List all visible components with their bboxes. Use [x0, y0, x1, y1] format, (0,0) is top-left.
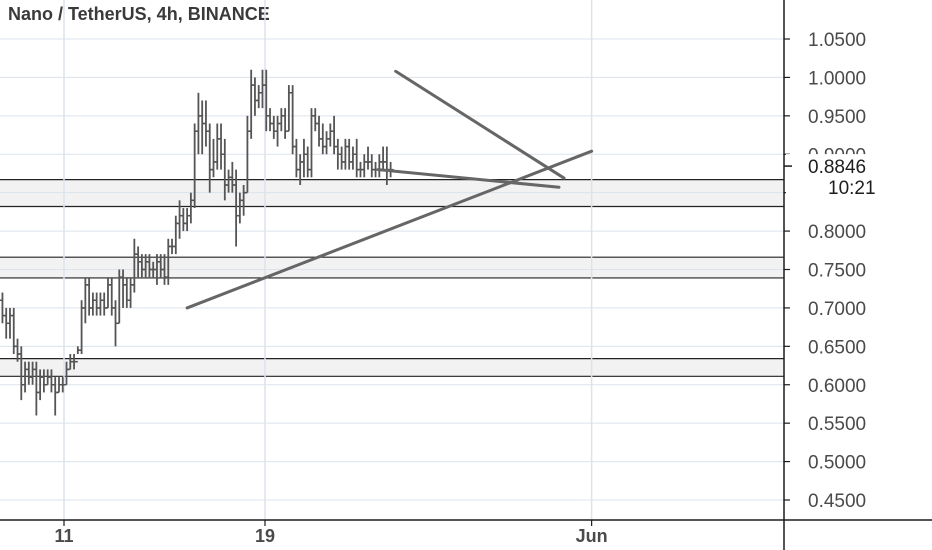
price-tick-label: 1.0000: [808, 68, 866, 89]
ohlc-bar: [316, 115, 323, 147]
price-tick-label: 0.6000: [808, 376, 866, 397]
zone-fill: [0, 257, 784, 278]
price-tick-label: 0.6500: [808, 337, 866, 358]
ohlc-bar: [300, 138, 307, 178]
ohlc-bar: [263, 69, 270, 132]
price-tick-label: 0.7000: [808, 299, 866, 320]
price-tick-label: 0.5000: [808, 453, 866, 474]
ohlc-bar: [108, 277, 115, 316]
ohlc-bar: [312, 108, 319, 132]
ohlc-bar: [376, 154, 383, 178]
ohlc-bar: [319, 123, 326, 155]
ohlc-bar: [214, 123, 221, 170]
chart-title: Nano / TetherUS, 4h, BINANCE: [8, 4, 270, 24]
ohlc-bar: [255, 85, 262, 109]
price-tick-label: 1.0500: [808, 30, 866, 51]
zone-fill: [0, 358, 784, 377]
ohlc-bar: [202, 100, 209, 147]
ohlc-bar: [289, 85, 296, 155]
ohlc-bar: [365, 146, 372, 170]
ohlc-bar: [349, 146, 356, 170]
price-tick-label: 0.5500: [808, 414, 866, 435]
last-price-label: 0.8846: [808, 157, 866, 178]
price-axis[interactable]: 1.05001.00000.95000.90000.85000.80000.75…: [783, 0, 866, 550]
ohlc-bar: [86, 277, 93, 316]
price-tick-label: 0.9500: [808, 107, 866, 128]
ohlc-bar: [101, 292, 108, 316]
ohlc-bar: [195, 92, 202, 155]
ohlc-bar: [218, 123, 225, 170]
ohlc-bar: [97, 292, 104, 316]
ohlc-bar: [270, 115, 277, 139]
ohlc-bar: [82, 277, 89, 324]
ohlc-bar: [323, 131, 330, 155]
ohlc-bar: [304, 146, 311, 178]
ohlc-bar: [380, 146, 387, 170]
ohlc-bar: [327, 123, 334, 147]
ohlc-bar: [6, 307, 13, 339]
ohlc-bar: [251, 77, 258, 116]
ohlc-bar: [172, 215, 179, 255]
ohlc-bar: [52, 377, 59, 416]
ohlc-bar: [368, 154, 375, 178]
time-tick-label: Jun: [576, 526, 608, 546]
price-box: [786, 154, 926, 201]
grid-lines: [0, 0, 784, 520]
ohlc-bar: [308, 108, 315, 178]
time-axis[interactable]: 11 19 Jun: [0, 519, 932, 546]
ohlc-bars: [0, 69, 394, 416]
ohlc-bar: [93, 292, 100, 316]
ohlc-bar: [285, 85, 292, 132]
ohlc-bar: [184, 208, 191, 232]
ohlc-bar: [127, 277, 134, 308]
bar-countdown-label: 10:21: [828, 178, 876, 199]
ohlc-bar: [331, 115, 338, 155]
price-tick-label: 0.8000: [808, 222, 866, 243]
ohlc-bar: [293, 138, 300, 178]
ohlc-bar: [361, 154, 368, 178]
ohlc-bar: [0, 299, 2, 301]
ohlc-bar: [274, 115, 281, 147]
ohlc-bar: [210, 138, 217, 178]
trendline: [394, 69, 566, 180]
ohlc-bar: [104, 277, 111, 309]
time-tick-label: 11: [54, 526, 73, 546]
ohlc-bar: [353, 138, 360, 178]
ohlc-bar: [89, 292, 96, 316]
price-tick-label: 0.4500: [808, 491, 866, 512]
time-tick-label: 19: [255, 526, 275, 546]
ohlc-bar: [267, 108, 274, 132]
ohlc-bar: [248, 69, 255, 139]
trendline: [185, 149, 594, 310]
trendline: [376, 168, 561, 189]
ohlc-bar: [338, 146, 345, 170]
ohlc-bar: [123, 277, 130, 308]
price-tick-label: 0.7500: [808, 261, 866, 282]
ohlc-bar: [282, 108, 289, 139]
ohlc-bar: [199, 100, 206, 155]
ohlc-bar: [278, 108, 285, 132]
ohlc-bar: [10, 307, 17, 355]
ohlc-bar: [180, 208, 187, 232]
trendlines[interactable]: [185, 69, 594, 310]
